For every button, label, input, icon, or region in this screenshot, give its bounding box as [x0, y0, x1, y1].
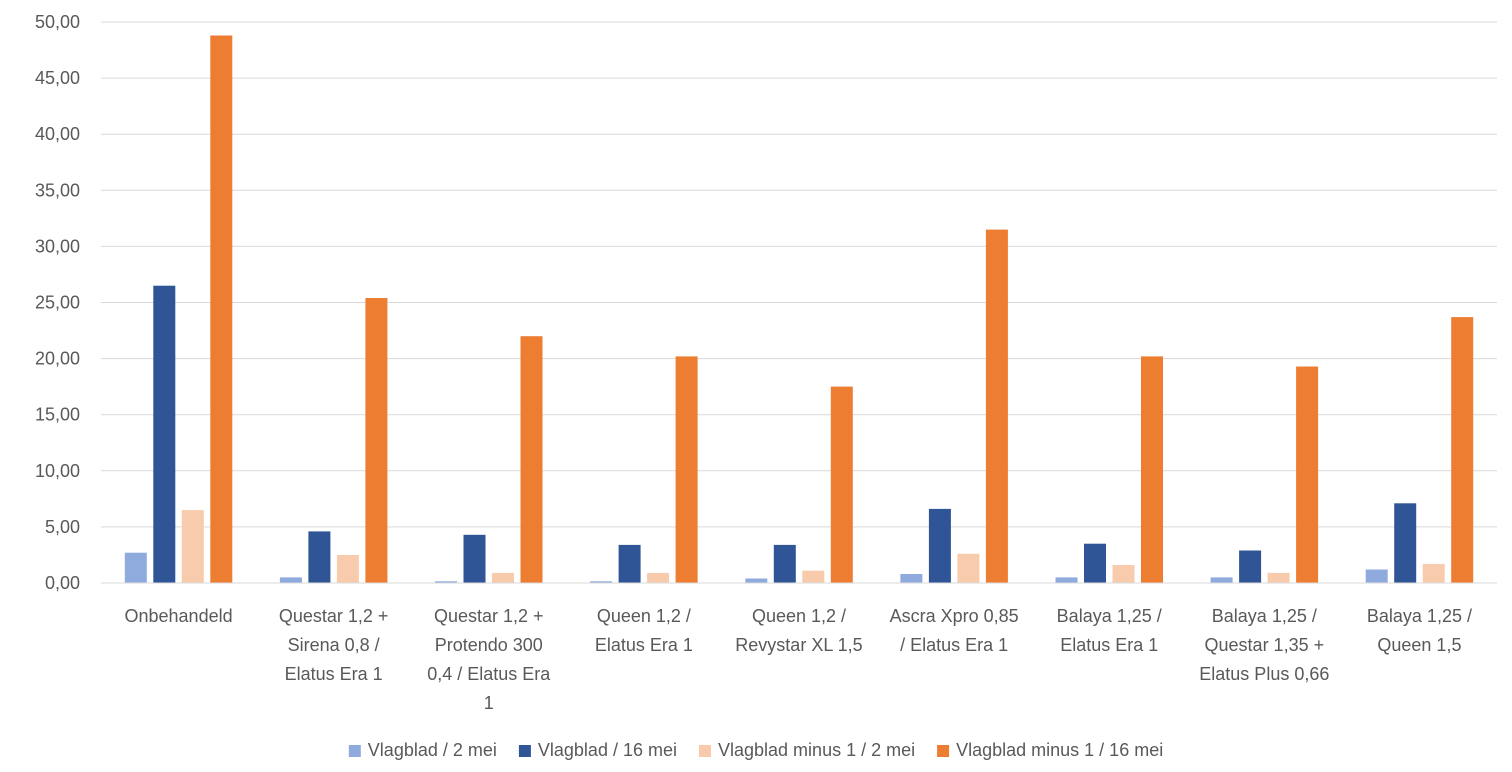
y-tick-label: 30,00: [35, 236, 80, 256]
bar: [1141, 356, 1163, 583]
bar: [463, 534, 486, 583]
bar: [1394, 503, 1417, 583]
legend-item: Vlagblad / 16 mei: [518, 740, 677, 760]
bar: [210, 35, 233, 583]
bar: [336, 555, 359, 583]
x-category-label: Ascra Xpro 0,85/ Elatus Era 1: [890, 606, 1019, 655]
legend-label: Vlagblad / 2 mei: [368, 740, 497, 760]
y-tick-label: 10,00: [35, 461, 80, 481]
bar: [1239, 550, 1262, 583]
legend-label: Vlagblad / 16 mei: [538, 740, 677, 760]
legend-swatch: [699, 745, 711, 757]
x-category-label: Queen 1,2 /Revystar XL 1,5: [735, 606, 862, 655]
bar: [590, 581, 613, 583]
bar: [802, 570, 825, 583]
legend-item: Vlagblad minus 1 / 2 mei: [699, 740, 915, 760]
legend-swatch: [348, 745, 361, 757]
y-tick-label: 0,00: [45, 573, 80, 593]
bar: [1422, 563, 1445, 583]
bar: [435, 581, 457, 583]
y-tick-label: 35,00: [35, 180, 80, 200]
bar: [900, 574, 923, 583]
x-category-label: Queen 1,2 /Elatus Era 1: [595, 606, 693, 655]
y-tick-label: 40,00: [35, 124, 80, 144]
x-category-label: Questar 1,2 + Protendo 300 0,4 / Elatus Er…: [427, 606, 551, 713]
y-tick-label: 20,00: [35, 349, 80, 369]
bar: [1210, 577, 1233, 583]
y-tick-label: 45,00: [35, 68, 80, 88]
gridlines: [101, 21, 1497, 528]
bar: [618, 544, 641, 583]
x-category-label: Questar 1,2 + Sirena 0,8 /Elatus Era 1: [279, 606, 389, 684]
legend-label: Vlagblad minus 1 / 16 mei: [956, 740, 1163, 760]
bar: [181, 510, 204, 583]
bar: [1296, 366, 1319, 583]
legend-label: Vlagblad minus 1 / 2 mei: [718, 740, 915, 760]
legend: Vlagblad / 2 mei Vlagblad / 16 mei Vlagbla…: [348, 740, 1163, 760]
bar: [773, 544, 796, 583]
x-category-label: Balaya 1,25 /Queen 1,5: [1367, 606, 1472, 655]
legend-item: Vlagblad minus 1 / 16 mei: [937, 740, 1163, 760]
bar: [830, 386, 853, 583]
x-category-label: Onbehandeld: [125, 606, 233, 626]
y-tick-label: 5,00: [45, 517, 80, 537]
y-tick-label: 50,00: [35, 12, 80, 32]
x-axis-category-labels: Onbehandeld Questar 1,2 + Sirena 0,8 /Elat…: [125, 606, 1472, 713]
bar: [1084, 543, 1106, 583]
legend-swatch: [518, 745, 531, 757]
bar: [985, 229, 1008, 583]
bar: [928, 508, 951, 583]
y-axis-tick-labels: 0,00 5,00 10,00 15,00 20,00 25,00 30,00 35,00 40…: [35, 12, 80, 593]
bar: [1267, 572, 1290, 583]
bar: [365, 298, 388, 583]
legend-swatch: [937, 745, 950, 757]
bar: [520, 336, 543, 583]
bar: [308, 531, 331, 583]
bar: [1055, 577, 1078, 583]
y-tick-label: 25,00: [35, 293, 80, 313]
bar: [1112, 565, 1135, 583]
bar: [675, 356, 698, 583]
bar: [279, 577, 302, 583]
x-category-label: Balaya 1,25 /Elatus Era 1: [1057, 606, 1162, 655]
y-tick-label: 15,00: [35, 405, 80, 425]
legend-item: Vlagblad / 2 mei: [348, 740, 497, 760]
bar: [153, 285, 176, 583]
x-category-label: Balaya 1,25 /Questar 1,35 + Elatus Plus 0…: [1199, 606, 1329, 684]
bars: [124, 35, 1474, 583]
bar: [492, 572, 514, 583]
bar: [124, 552, 147, 583]
bar: [1451, 317, 1474, 583]
bar: [957, 553, 980, 583]
bar: [1365, 569, 1388, 583]
bar: [745, 578, 768, 583]
bar: [647, 572, 670, 583]
